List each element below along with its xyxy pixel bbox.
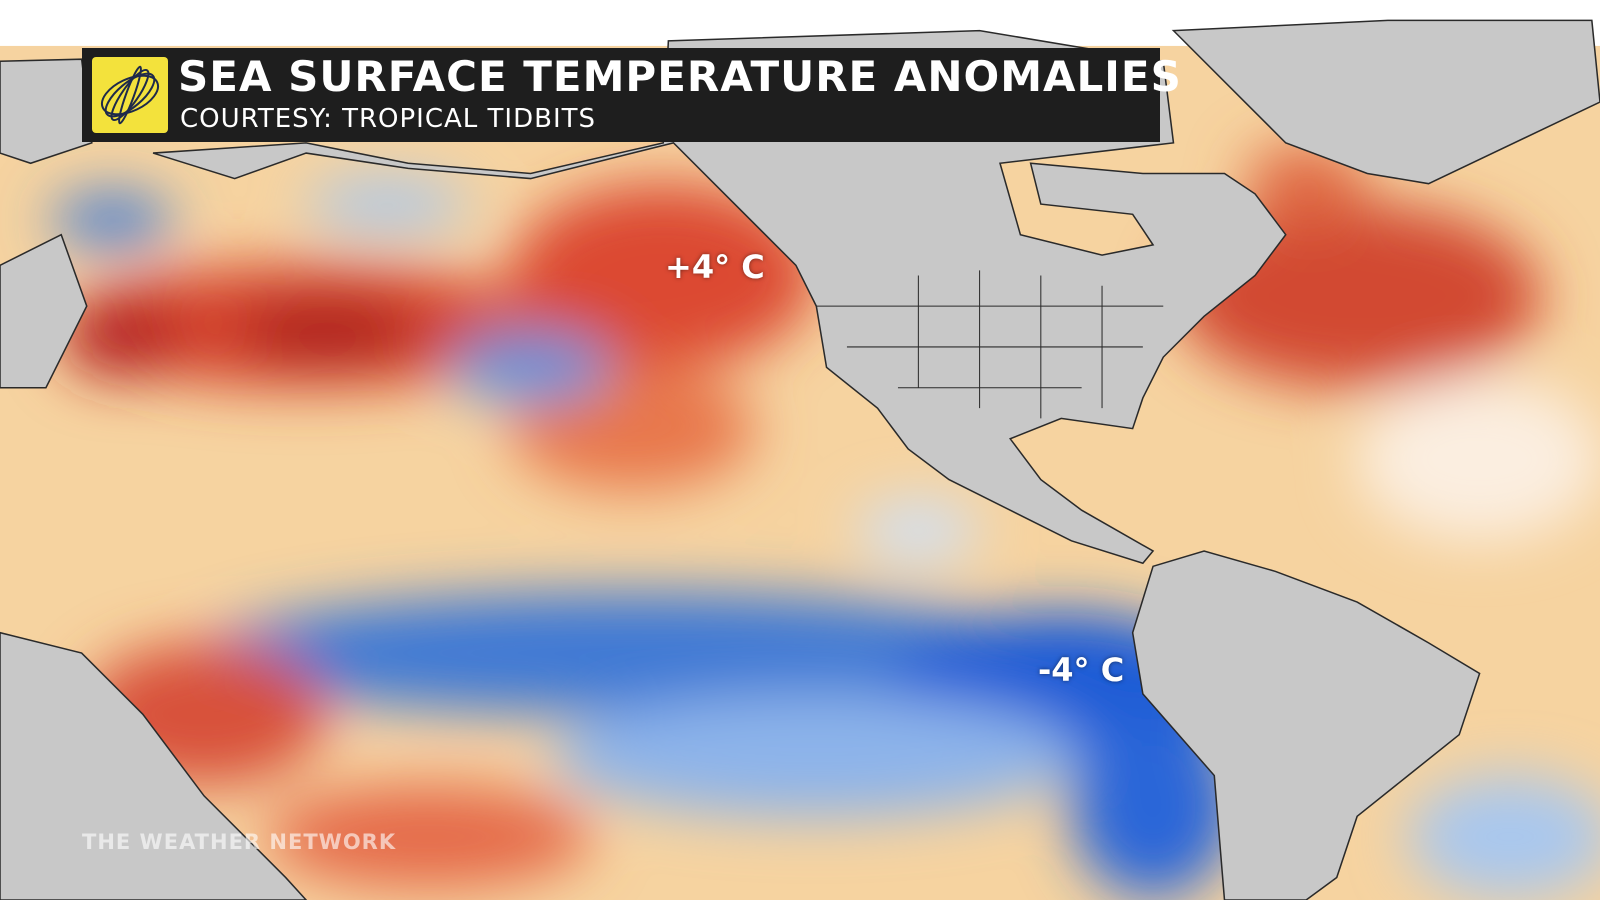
warm-anomaly-label: +4° C <box>665 248 765 286</box>
cold-anomaly-label: -4° C <box>1038 651 1125 689</box>
land <box>0 19 1600 900</box>
title-banner: SEA SURFACE TEMPERATURE ANOMALIES COURTE… <box>82 48 1181 142</box>
subtitle: COURTESY: TROPICAL TIDBITS <box>180 104 596 134</box>
title: SEA SURFACE TEMPERATURE ANOMALIES <box>178 52 1182 101</box>
state-borders <box>816 270 1164 419</box>
logo-mark <box>100 65 160 125</box>
watermark: THE WEATHER NETWORK <box>82 830 397 854</box>
logo <box>92 57 168 133</box>
